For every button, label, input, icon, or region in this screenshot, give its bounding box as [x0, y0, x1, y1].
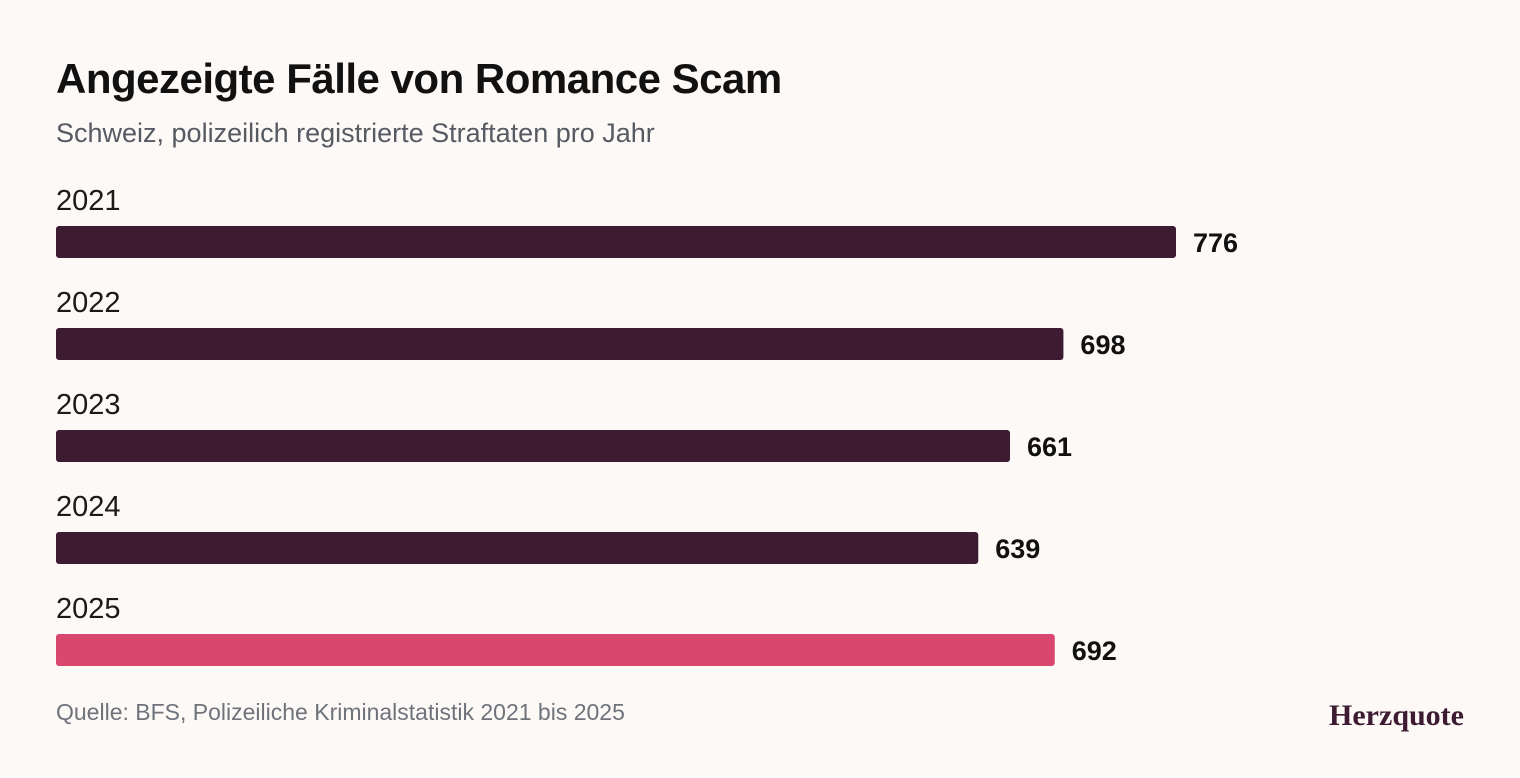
brand-logo: Herzquote	[1329, 699, 1464, 732]
category-label-2024: 2024	[56, 491, 121, 523]
bar-2021	[56, 226, 1176, 258]
chart-subtitle: Schweiz, polizeilich registrierte Straft…	[56, 118, 655, 148]
bar-2022	[56, 328, 1064, 360]
bar-2025	[56, 634, 1055, 666]
category-label-2025: 2025	[56, 593, 121, 625]
value-label-2023: 661	[1027, 432, 1072, 462]
bar-2023	[56, 430, 1011, 462]
bar-2024	[56, 532, 979, 564]
value-label-2025: 692	[1072, 636, 1117, 666]
category-label-2022: 2022	[56, 287, 121, 319]
value-label-2024: 639	[995, 534, 1040, 564]
value-label-2022: 698	[1080, 330, 1125, 360]
source-note: Quelle: BFS, Polizeiliche Kriminalstatis…	[56, 699, 625, 725]
chart-title: Angezeigte Fälle von Romance Scam	[56, 55, 782, 102]
bar-chart: 2021 776 2022 698 2023 661 2024 639 2025 692	[56, 185, 1238, 666]
category-label-2023: 2023	[56, 389, 121, 421]
category-label-2021: 2021	[56, 185, 121, 217]
value-label-2021: 776	[1193, 228, 1238, 258]
